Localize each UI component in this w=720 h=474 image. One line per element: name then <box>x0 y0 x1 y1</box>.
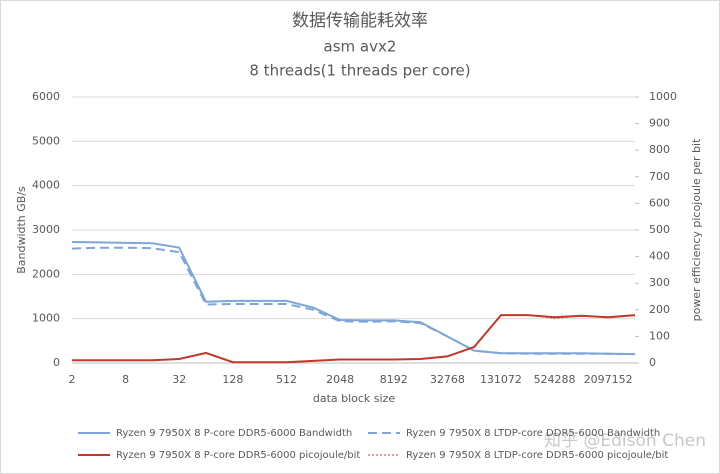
y-tick-label: 3000 <box>32 223 60 236</box>
y-axis-title: Bandwidth GB/s <box>15 186 28 274</box>
x-tick-label: 32768 <box>430 373 465 386</box>
y2-tick-label: 0 <box>649 356 656 369</box>
x-tick-label: 2048 <box>326 373 354 386</box>
y-tick-label: 5000 <box>32 134 60 147</box>
series-line <box>71 246 636 356</box>
x-tick-label: 8192 <box>380 373 408 386</box>
legend-label: Ryzen 9 7950X 8 LTDP-core DDR5-6000 Band… <box>406 428 660 439</box>
x-tick-label: 2097152 <box>584 373 633 386</box>
y-tick-label: 6000 <box>32 90 60 103</box>
chart-subtitle: 8 threads(1 threads per core) <box>249 62 470 80</box>
x-axis-title: data block size <box>313 392 396 405</box>
x-tick-label: 512 <box>276 373 297 386</box>
series-line <box>72 314 636 363</box>
x-tick-label: 2 <box>69 373 76 386</box>
y2-tick-label: 600 <box>649 196 670 209</box>
x-tick-label: 128 <box>222 373 243 386</box>
y2-tick-label: 100 <box>649 329 670 342</box>
y2-tick-label: 1000 <box>649 90 677 103</box>
x-tick-label: 8 <box>122 373 129 386</box>
y2-tick-label: 500 <box>649 223 670 236</box>
y-tick-label: 4000 <box>32 179 60 192</box>
legend-label: Ryzen 9 7950X 8 P-core DDR5-6000 Bandwid… <box>116 428 352 439</box>
chart-title: 数据传输能耗效率 <box>292 11 428 31</box>
x-tick-label: 131072 <box>480 373 522 386</box>
chart-subtitle: asm avx2 <box>324 38 397 56</box>
legend-label: Ryzen 9 7950X 8 P-core DDR5-6000 picojou… <box>116 450 360 461</box>
y-tick-label: 0 <box>53 356 60 369</box>
y2-tick-label: 200 <box>649 303 670 316</box>
y-tick-label: 1000 <box>32 312 60 325</box>
y2-tick-label: 400 <box>649 250 670 263</box>
y-tick-label: 2000 <box>32 267 60 280</box>
y2-tick-label: 900 <box>649 117 670 130</box>
legend-label: Ryzen 9 7950X 8 LTDP-core DDR5-6000 pico… <box>406 450 668 461</box>
x-tick-label: 32 <box>172 373 186 386</box>
watermark: 知乎 @Edison Chen <box>544 431 706 451</box>
y2-axis-title: power efficiency picojoule per bit <box>690 138 703 321</box>
y2-tick-label: 700 <box>649 170 670 183</box>
x-tick-label: 524288 <box>534 373 576 386</box>
y2-tick-label: 800 <box>649 143 670 156</box>
y2-tick-label: 300 <box>649 276 670 289</box>
